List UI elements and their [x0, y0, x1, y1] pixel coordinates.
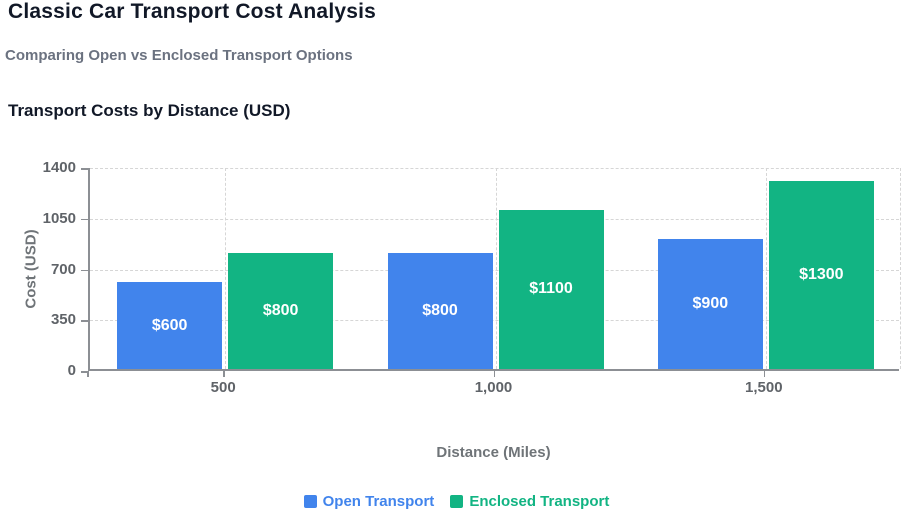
- gridline-horizontal: [90, 269, 899, 271]
- bar-value-label: $600: [151, 316, 188, 334]
- bar-open-transport: $900: [657, 238, 763, 369]
- x-tick-label: 1,500: [745, 379, 783, 396]
- gridline-vertical: [495, 168, 497, 369]
- bar-enclosed-transport: $800: [228, 253, 334, 369]
- y-tick-label: 350: [50, 311, 76, 329]
- y-tick-mark: [81, 320, 88, 322]
- y-tick-label: 700: [50, 260, 76, 278]
- bar-enclosed-transport: $1100: [498, 209, 604, 369]
- x-axis-origin-tick: [87, 371, 89, 377]
- x-tick-label: 500: [210, 379, 236, 396]
- plot-area: $600 $800 $800 $1100 $900 $1300: [88, 168, 901, 371]
- legend-swatch: [450, 495, 464, 508]
- bar-value-label: $800: [422, 302, 458, 319]
- gridline-horizontal: [90, 218, 899, 220]
- page-subtitle: Comparing Open vs Enclosed Transport Opt…: [5, 47, 353, 64]
- gridline-vertical: [900, 168, 901, 369]
- legend-label: Enclosed Transport: [469, 493, 610, 510]
- y-tick-mark: [81, 371, 88, 373]
- legend-swatch: [303, 495, 317, 508]
- gridline-horizontal: [90, 320, 899, 322]
- gridline-horizontal: [90, 168, 899, 169]
- page-title: Classic Car Transport Cost Analysis: [8, 0, 377, 23]
- bar-open-transport: $800: [387, 253, 493, 369]
- y-tick-mark: [81, 269, 88, 271]
- x-tick-mark: [763, 371, 766, 377]
- x-axis-title: Distance (Miles): [436, 444, 551, 461]
- bar-enclosed-transport: $1300: [768, 180, 874, 369]
- y-tick-label: 1050: [42, 209, 76, 227]
- x-tick-label: 1,000: [474, 379, 513, 396]
- bar-open-transport: $600: [117, 282, 223, 369]
- y-tick-label: 1400: [42, 159, 76, 176]
- x-tick-mark: [223, 371, 225, 377]
- y-tick-mark: [81, 218, 88, 221]
- x-tick-mark: [493, 371, 495, 377]
- y-tick-mark: [81, 168, 88, 170]
- legend: Open Transport Enclosed Transport: [0, 493, 913, 510]
- gridline-vertical: [225, 168, 227, 369]
- y-tick-label: 0: [67, 362, 76, 379]
- legend-item-enclosed-transport[interactable]: Enclosed Transport: [450, 493, 609, 510]
- chart-title: Transport Costs by Distance (USD): [8, 101, 291, 120]
- bar-value-label: $1300: [799, 265, 844, 283]
- legend-label: Open Transport: [322, 493, 435, 510]
- gridline-vertical: [765, 168, 767, 369]
- bar-value-label: $1100: [529, 280, 573, 298]
- bar-value-label: $900: [692, 294, 729, 312]
- bar-value-label: $800: [262, 302, 299, 319]
- legend-item-open-transport[interactable]: Open Transport: [303, 493, 435, 510]
